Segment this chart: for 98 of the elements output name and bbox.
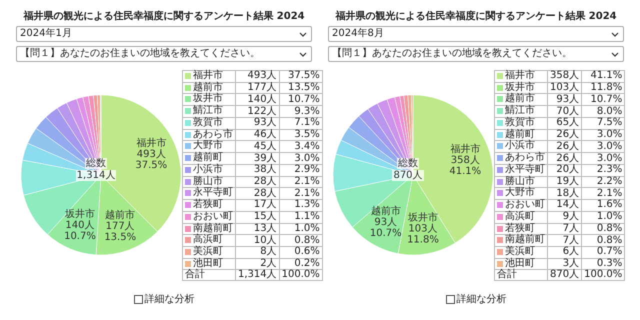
- legend-label: 勝山市: [505, 176, 535, 187]
- text: 26人 3.0%: [556, 140, 622, 152]
- text: 358人 41.1%: [550, 70, 622, 82]
- slice-label: 福井市: [136, 136, 166, 149]
- text: 合計: [494, 269, 548, 281]
- text: 9人 1.0%: [562, 211, 622, 222]
- text: 【問１】あなたのお住まいの地域を教えてください。: [332, 48, 572, 59]
- text: 28人 2.1%: [254, 176, 320, 187]
- text: 26人 3.0%: [556, 129, 622, 140]
- text: 総数: [397, 158, 419, 169]
- legend-label: 福井市: [193, 70, 223, 81]
- text: 合計: [182, 269, 236, 281]
- text: 【問１】あなたのお住まいの地域を教えてください。: [20, 48, 260, 59]
- text: 19人 2.2%: [556, 176, 622, 187]
- text: 18人 2.1%: [556, 188, 622, 199]
- text: 13人 1.0%: [254, 222, 320, 234]
- text: 14人 1.6%: [556, 199, 622, 210]
- legend-label: 南越前町: [505, 234, 545, 246]
- slice-label: 越前市: [370, 204, 401, 217]
- text: 総数: [85, 158, 107, 169]
- text: 2人 0.2%: [260, 258, 320, 270]
- legend-label: 大野市: [193, 140, 223, 152]
- text: 7人 0.8%: [562, 222, 622, 234]
- text: 38人 2.9%: [254, 164, 320, 176]
- legend-label: 敦賀市: [505, 116, 535, 128]
- legend-label: 高浜町: [505, 210, 535, 222]
- legend-label: おおい町: [193, 210, 233, 222]
- legend-label: 鯖江市: [505, 105, 535, 116]
- text: 3人 0.3%: [562, 258, 622, 270]
- slice-label: 越前市: [105, 208, 136, 221]
- text: 493人 37.5%: [248, 70, 320, 82]
- text: 100.0%: [279, 269, 322, 281]
- legend-label: 池田町: [193, 258, 223, 269]
- text: 28人 2.1%: [254, 188, 320, 199]
- text: 15人 1.1%: [254, 211, 320, 222]
- legend-label: 永平寺町: [505, 164, 545, 175]
- legend-label: あわら市: [505, 152, 545, 164]
- data-label: 93人 10.7%: [370, 216, 402, 239]
- legend-label: 美浜町: [193, 246, 223, 258]
- legend-label: 永平寺町: [193, 187, 233, 198]
- text: 70人 8.0%: [556, 106, 622, 117]
- legend-label: 越前市: [193, 82, 223, 93]
- legend-label: 坂井市: [505, 82, 535, 93]
- data-label: 358人 41.1%: [449, 154, 482, 177]
- text: 20人 2.3%: [556, 164, 622, 176]
- text: 100.0%: [582, 269, 625, 281]
- slice-label: 坂井市: [406, 211, 438, 224]
- legend-label: 美浜町: [505, 246, 535, 258]
- text: 140人 10.7%: [248, 94, 320, 105]
- legend-label: 越前町: [505, 128, 535, 140]
- chart-title: 福井県の観光による住民幸福度に関するアンケート結果 2024: [22, 9, 306, 24]
- text: 65人 7.5%: [556, 117, 622, 128]
- text: 103人 11.8%: [550, 82, 622, 94]
- text: 870人: [392, 170, 424, 181]
- legend-label: 若狭町: [505, 222, 535, 234]
- data-label: 140人 10.7%: [64, 220, 96, 242]
- text: 93人 10.7%: [556, 94, 622, 105]
- text: 177人 13.5%: [248, 82, 320, 94]
- chart-subtitle: 2024年8月: [332, 28, 384, 39]
- data-label: 177人 13.5%: [104, 220, 136, 243]
- text: 8人 0.6%: [260, 246, 320, 258]
- legend-label: おおい町: [505, 199, 545, 210]
- legend-label: 越前町: [193, 152, 223, 164]
- legend-label: 越前市: [505, 93, 535, 104]
- legend-label: 福井市: [505, 70, 535, 81]
- text: 93人 7.1%: [254, 117, 320, 128]
- text: 46人 3.5%: [254, 129, 320, 140]
- legend-label: 鯖江市: [193, 105, 223, 116]
- text: 6人 0.7%: [562, 246, 622, 258]
- text: 7人 0.8%: [562, 234, 622, 246]
- legend-label: 若狭町: [193, 199, 223, 210]
- data-label: 493人 37.5%: [135, 148, 168, 171]
- slice-label: 福井市: [450, 142, 480, 155]
- chart-title: 福井県の観光による住民幸福度に関するアンケート結果 2024: [334, 9, 618, 24]
- text: 10人 0.8%: [254, 234, 320, 246]
- slice-label: 坂井市: [64, 208, 95, 220]
- legend-label: 大野市: [505, 187, 535, 198]
- text: 17人 1.3%: [254, 199, 320, 210]
- text: 1,314人: [236, 269, 280, 281]
- text: 詳細な分析: [144, 294, 194, 305]
- legend-label: 小浜市: [505, 140, 535, 152]
- legend-label: 小浜市: [193, 164, 223, 175]
- legend-label: 勝山市: [193, 176, 223, 187]
- legend-label: 高浜町: [193, 234, 223, 246]
- legend-label: 南越前町: [193, 222, 233, 234]
- chart-subtitle: 2024年1月: [20, 28, 72, 39]
- text: 1,314人: [76, 170, 116, 181]
- legend-label: 坂井市: [193, 93, 223, 104]
- text: 45人 3.4%: [254, 140, 320, 152]
- text: 39人 3.0%: [254, 152, 320, 164]
- text: 122人 9.3%: [248, 106, 320, 117]
- data-label: 103人 11.8%: [407, 223, 439, 246]
- legend-label: あわら市: [193, 128, 233, 140]
- legend-label: 敦賀市: [193, 116, 223, 128]
- text: 詳細な分析: [456, 294, 506, 305]
- text: 26人 3.0%: [556, 152, 622, 164]
- text: 870人: [548, 269, 582, 281]
- legend-label: 池田町: [505, 258, 535, 269]
